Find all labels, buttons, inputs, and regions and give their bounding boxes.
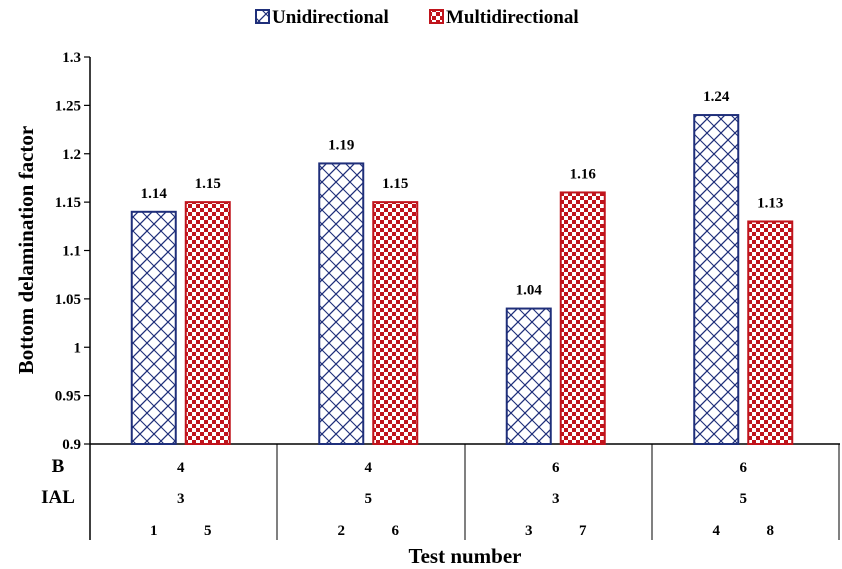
data-label: 1.15 [382, 176, 408, 192]
y-tick-label: 1.25 [55, 98, 81, 114]
data-label: 1.16 [570, 166, 597, 182]
bar-unidirectional [693, 114, 740, 446]
legend: Unidirectional Multidirectional [255, 7, 579, 28]
test-number-label: 5 [204, 523, 212, 539]
b-value-cell: 4 [365, 460, 373, 476]
ial-value-cell: 5 [365, 491, 373, 507]
legend-swatch-unidirectional [255, 9, 270, 24]
bar-unidirectional [130, 210, 177, 445]
row-label-ial: IAL [41, 487, 75, 508]
bars: 1.14 1.15 1.19 1.15 1.04 1.16 1.24 1.13 [130, 89, 794, 446]
test-number-label: 3 [525, 523, 533, 539]
y-ticks: 0.9 0.95 1 1.05 1.1 1.15 1.2 1.25 1.3 [55, 50, 90, 453]
table-cells: 1 5 4 3 2 6 4 5 3 7 6 3 4 8 6 5 [150, 460, 774, 539]
y-tick-label: 1.3 [62, 50, 81, 66]
row-label-b: B [52, 456, 65, 477]
bar-unidirectional [505, 307, 552, 445]
data-label: 1.19 [328, 137, 354, 153]
y-tick-label: 1 [74, 340, 82, 356]
bar-multidirectional [747, 220, 794, 445]
legend-swatch-multidirectional [429, 9, 444, 24]
test-number-label: 7 [579, 523, 587, 539]
y-tick-label: 0.95 [55, 389, 81, 405]
test-number-label: 4 [713, 523, 721, 539]
data-label: 1.24 [703, 89, 730, 105]
data-label: 1.14 [141, 186, 168, 202]
y-tick-label: 1.1 [62, 244, 81, 260]
data-label: 1.13 [757, 195, 783, 211]
y-axis-title: Bottom delamination factor [14, 126, 38, 374]
legend-label-unidirectional: Unidirectional [272, 7, 389, 28]
b-value-cell: 4 [177, 460, 185, 476]
y-tick-label: 0.9 [62, 437, 81, 453]
ial-value-cell: 5 [740, 491, 748, 507]
b-value-cell: 6 [740, 460, 748, 476]
bar-multidirectional [559, 191, 606, 445]
test-number-label: 1 [150, 523, 158, 539]
ial-value-cell: 3 [552, 491, 560, 507]
test-number-label: 2 [338, 523, 346, 539]
x-axis-title: Test number [409, 544, 522, 568]
b-value-cell: 6 [552, 460, 560, 476]
bar-unidirectional [318, 162, 365, 446]
y-tick-label: 1.15 [55, 195, 81, 211]
test-number-label: 6 [392, 523, 400, 539]
data-label: 1.15 [195, 176, 221, 192]
bar-multidirectional [372, 201, 419, 445]
y-tick-label: 1.2 [62, 147, 81, 163]
y-tick-label: 1.05 [55, 292, 81, 308]
bar-multidirectional [184, 201, 231, 445]
ial-value-cell: 3 [177, 491, 185, 507]
data-label: 1.04 [516, 283, 543, 299]
legend-label-multidirectional: Multidirectional [446, 7, 579, 28]
test-number-label: 8 [767, 523, 775, 539]
